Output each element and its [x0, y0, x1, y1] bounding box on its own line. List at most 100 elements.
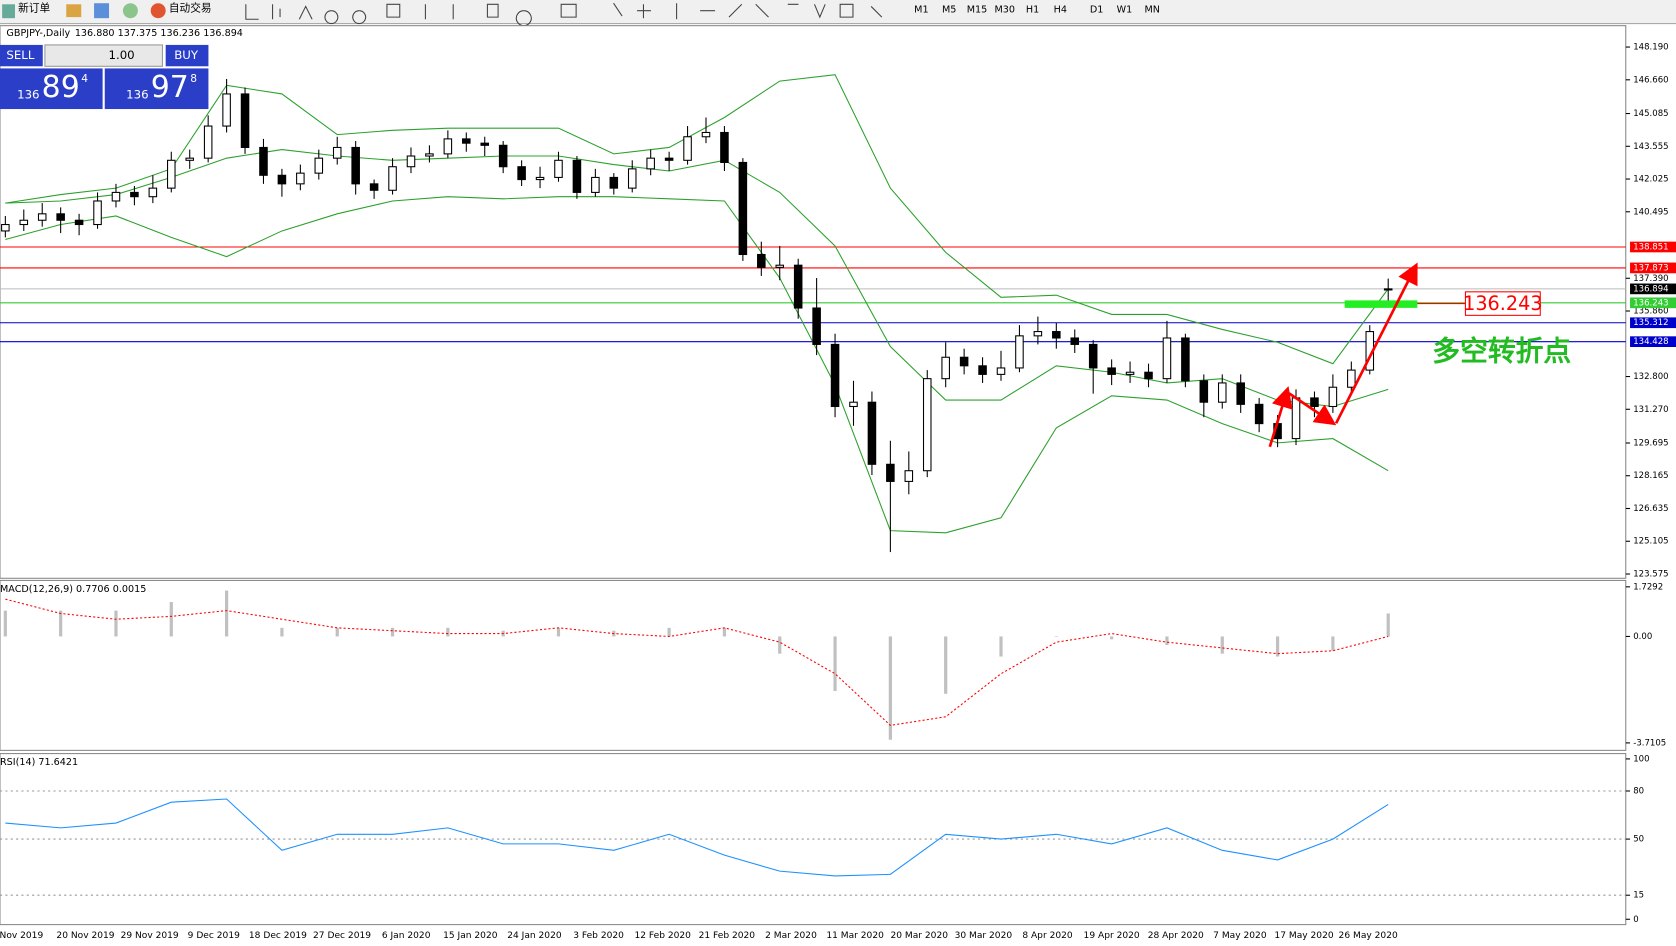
level-tag [1630, 336, 1676, 348]
timeframe[interactable]: M5 [942, 5, 956, 16]
macd-bar [888, 636, 892, 740]
y-tick-label: 128.165 [1633, 471, 1668, 481]
x-tick-label: 17 May 2020 [1274, 931, 1333, 941]
level-tag-label: 138.851 [1633, 242, 1668, 252]
x-tick-label: 20 Mar 2020 [890, 931, 948, 941]
y-tick-label: 126.635 [1633, 504, 1668, 514]
buy-price-sup: 8 [190, 72, 197, 85]
macd-bar [114, 610, 118, 637]
candle-body [793, 264, 803, 309]
new-order-icon[interactable] [2, 4, 15, 19]
buy-price-box[interactable] [104, 68, 209, 110]
rsi-line [5, 798, 1389, 877]
y-tick-label: 148.190 [1633, 43, 1668, 53]
band-upper [5, 74, 1389, 365]
macd-bar [1110, 636, 1114, 640]
x-tick-label: 29 Nov 2019 [121, 931, 179, 941]
timeframe[interactable]: H1 [1026, 5, 1039, 16]
level-tag-label: 136.243 [1633, 298, 1668, 308]
y-tick-label: 100 [1633, 754, 1649, 764]
candle-body [720, 131, 729, 163]
sell-price-box[interactable] [0, 68, 103, 110]
y-tick-label: 140.495 [1633, 207, 1668, 217]
y-tick-label: -3.7105 [1633, 738, 1666, 748]
timeframe[interactable]: H4 [1054, 5, 1067, 16]
sell-button[interactable] [0, 44, 43, 67]
sell-label[interactable]: SELL [6, 48, 34, 62]
timeframe[interactable]: D1 [1090, 5, 1104, 16]
candle-body [1125, 371, 1135, 375]
y-tick-label: 125.105 [1633, 537, 1668, 547]
candle-body [830, 343, 840, 408]
candle-body [775, 264, 785, 268]
macd-bar [169, 602, 173, 637]
candle-body [1236, 382, 1245, 405]
new-order[interactable]: 新订单 [18, 2, 50, 15]
ohlc-label: 136.880 137.375 136.236 136.894 [75, 28, 243, 39]
trade-panel: SELL 1.00 BUY 136 89 4 136 97 8 [0, 44, 209, 110]
timeframe[interactable]: W1 [1117, 5, 1133, 16]
candle-body [443, 138, 453, 155]
timeframe[interactable]: MN [1145, 5, 1160, 16]
macd-bar [1386, 613, 1390, 637]
y-tick-label: 129.695 [1633, 438, 1668, 448]
candle-body [203, 125, 213, 159]
x-tick-label: 30 Mar 2020 [955, 931, 1013, 941]
y-tick-label: 1.7292 [1633, 582, 1663, 592]
icon[interactable] [122, 3, 138, 19]
y-tick-label: 80 [1633, 786, 1644, 796]
sell-price-big: 136 [17, 88, 39, 102]
candle-body [609, 176, 619, 189]
y-tick-label: 143.555 [1633, 142, 1668, 152]
buy-button[interactable] [165, 44, 209, 67]
x-tick-label: 26 May 2020 [1339, 931, 1398, 941]
auto-trade[interactable]: 自动交易 [169, 2, 212, 15]
macd-label: MACD(12,26,9) 0.7706 0.0015 [0, 584, 146, 595]
candle-body [130, 191, 139, 198]
auto-trade-icon[interactable] [150, 3, 166, 19]
candle-body [757, 253, 766, 268]
candle-body [222, 93, 231, 127]
lot-value[interactable]: 1.00 [109, 48, 135, 62]
symbol-label: GBPJPY-,Daily [6, 28, 70, 39]
x-tick-label: 28 Apr 2020 [1148, 931, 1204, 941]
timeframe[interactable]: M30 [994, 5, 1015, 16]
x-tick-label: 12 Feb 2020 [634, 931, 691, 941]
candle-body [351, 146, 360, 185]
macd-bar [1331, 636, 1335, 651]
y-tick-label: 137.390 [1633, 274, 1668, 284]
buy-price-main: 97 [151, 70, 189, 105]
macd-bar [722, 627, 727, 637]
x-tick-label: 8 Apr 2020 [1022, 931, 1073, 941]
candle-body [314, 157, 324, 174]
sell-price-sup: 4 [81, 72, 88, 85]
candle-body [849, 401, 858, 408]
toolbar [0, 0, 1676, 24]
y-tick-label: 145.085 [1633, 109, 1668, 119]
candle-body [1107, 367, 1116, 375]
timeframe[interactable]: M1 [914, 5, 928, 16]
timeframe[interactable]: M15 [967, 5, 988, 16]
x-tick-label: 11 Mar 2020 [826, 931, 884, 941]
x-tick-label: 20 Nov 2019 [56, 931, 114, 941]
candle-body [1, 223, 10, 232]
annotation-text: 多空转折点 [1432, 335, 1571, 368]
candle-body [406, 155, 416, 168]
x-tick-label: 3 Feb 2020 [573, 931, 624, 941]
candle-body [111, 191, 121, 202]
band-middle [5, 149, 1389, 408]
level-tag [1630, 297, 1676, 309]
candle-body [388, 166, 397, 191]
buy-label[interactable]: BUY [174, 48, 199, 62]
lot-field[interactable] [44, 44, 164, 67]
macd-bar [944, 636, 948, 694]
icon[interactable] [94, 3, 110, 19]
candle-body [185, 157, 195, 161]
candle-body [1033, 331, 1043, 337]
candle-body [904, 470, 914, 482]
icon[interactable] [66, 4, 82, 18]
x-tick-label: 7 May 2020 [1213, 931, 1267, 941]
candle-body [1052, 331, 1061, 339]
x-tick-label: 6 Jan 2020 [382, 931, 431, 941]
